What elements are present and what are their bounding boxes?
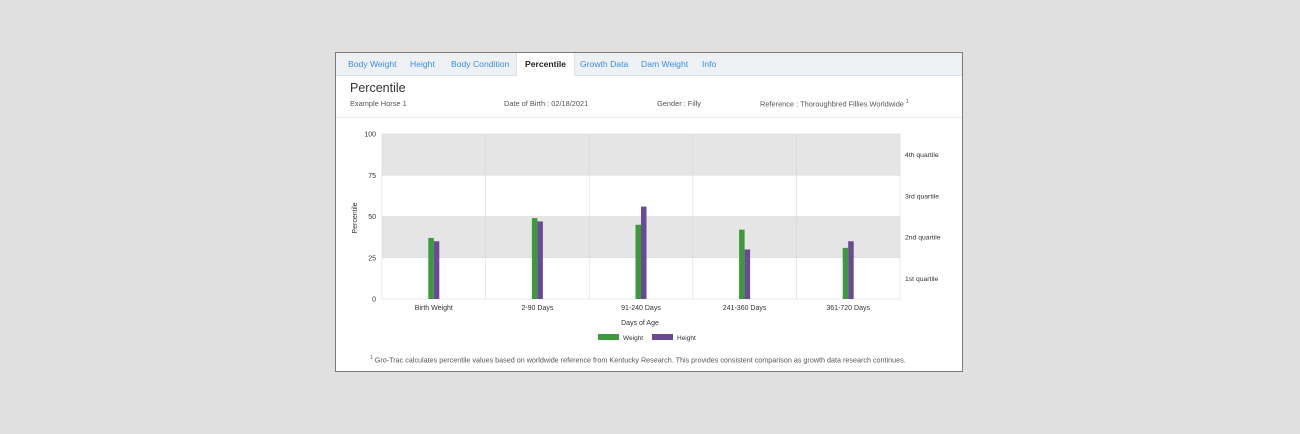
x-tick-label: Birth Weight [415, 305, 453, 312]
y-tick-label: 0 [372, 297, 376, 304]
footnote-marker: 1 [370, 355, 373, 361]
x-tick-label: 91-240 Days [621, 305, 661, 312]
tab-bar: Body Weight Height Body Condition Percen… [336, 53, 962, 76]
bar-height-5 [848, 241, 854, 299]
reference-text: Reference : Thoroughbred Fillies Worldwi… [760, 99, 904, 109]
footnote: 1 Gro-Trac calculates percentile values … [370, 355, 906, 364]
footnote-text: Gro-Trac calculates percentile values ba… [374, 355, 906, 365]
tab-height[interactable]: Height [410, 59, 435, 69]
bar-weight-1 [428, 237, 434, 299]
x-tick-label: 2-90 Days [521, 305, 553, 312]
tab-growth-data[interactable]: Growth Data [580, 59, 629, 69]
bar-weight-5 [842, 247, 849, 299]
reference-footnote-marker: 1 [905, 99, 909, 105]
x-axis-label: Days of Age [621, 320, 659, 327]
legend-height-swatch [652, 334, 673, 340]
horse-name: Example Horse 1 [350, 99, 407, 108]
percentile-chart: 0 25 50 75 100 Birth Weight 2-90 Days 91-240 D… [352, 132, 941, 343]
y-axis-label: Percentile [352, 202, 359, 233]
date-of-birth: Date of Birth : 02/18/2021 [504, 99, 589, 108]
quartile-label: 1st quartile [905, 276, 938, 283]
tab-dam-weight[interactable]: Dam Weight [641, 59, 689, 69]
quartile-label: 2nd quartile [905, 235, 941, 242]
gender: Gender : Filly [657, 99, 701, 108]
quartile-label: 4th quartile [905, 152, 939, 159]
bar-weight-2 [531, 218, 538, 299]
tab-info[interactable]: Info [702, 59, 717, 69]
legend-height-label: Height [677, 335, 696, 342]
bar-weight-4 [739, 229, 745, 299]
bar-weight-3 [635, 224, 641, 299]
reference: Reference : Thoroughbred Fillies Worldwi… [760, 99, 909, 108]
percentile-panel: Body Weight Height Body Condition Percen… [335, 52, 963, 372]
y-tick-label: 100 [364, 132, 376, 139]
bar-height-1 [433, 241, 440, 299]
x-tick-label: 361-720 Days [826, 305, 870, 312]
bar-height-2 [537, 221, 543, 299]
tab-percentile[interactable]: Percentile [516, 53, 576, 76]
quartile-label: 3rd quartile [905, 193, 939, 200]
header-divider [336, 117, 962, 118]
y-tick-label: 75 [368, 173, 376, 180]
legend-weight-swatch [598, 334, 619, 340]
tab-body-weight[interactable]: Body Weight [348, 59, 397, 69]
y-tick-label: 50 [368, 214, 376, 221]
chart-legend: Weight Height [598, 334, 696, 342]
legend-weight-label: Weight [623, 335, 643, 342]
y-tick-label: 25 [368, 255, 376, 262]
tab-body-condition[interactable]: Body Condition [451, 59, 510, 69]
x-tick-label: 241-360 Days [723, 305, 767, 312]
shaded-band [382, 134, 900, 176]
bar-height-3 [641, 206, 647, 299]
bar-height-4 [744, 249, 751, 299]
page-title: Percentile [350, 81, 406, 95]
